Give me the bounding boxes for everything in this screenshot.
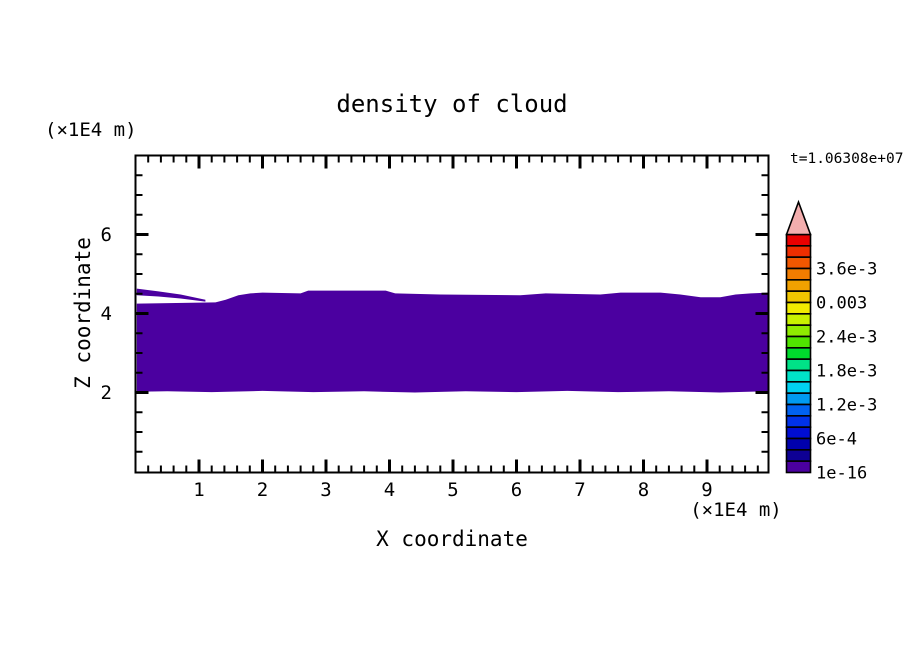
plot-frame (134, 154, 770, 474)
x-axis-tick-label: 1 (193, 479, 204, 501)
x-axis-tick-labels: 1 2 3 4 5 6 7 8 9 (193, 479, 712, 501)
colorbar-arrow-icon (785, 199, 812, 236)
colorbar-segment (785, 403, 812, 417)
x-axis-tick-label: 3 (320, 479, 331, 501)
colorbar-tick-label: 1.2e-3 (816, 396, 877, 416)
colorbar-segment (785, 381, 812, 394)
colorbar-tick-label: 3.6e-3 (816, 260, 877, 280)
colorbar-tick-label: 2.4e-3 (816, 328, 877, 348)
x-axis-tick-label: 4 (384, 479, 395, 501)
colorbar-segment (785, 460, 812, 474)
z-axis-tick-label: 2 (101, 382, 112, 404)
z-axis-tick-label: 4 (101, 303, 112, 325)
x-axis-tick-label: 8 (638, 479, 649, 501)
x-axis-tick-label: 2 (257, 479, 268, 501)
density-band-sliver (136, 288, 206, 302)
x-axis-ticks (147, 156, 759, 472)
z-axis-label: Z coordinate (71, 237, 95, 389)
density-band-region (136, 290, 769, 393)
colorbar-tick-label: 1.8e-3 (816, 362, 877, 382)
time-annotation: t=1.06308e+07 (790, 151, 904, 167)
colorbar-segment (785, 369, 812, 383)
colorbar-segment (785, 290, 812, 304)
colorbar-segment (785, 449, 812, 462)
z-axis-unit-label: (×1E4 m) (45, 119, 137, 141)
colorbar-segment (785, 256, 812, 270)
x-axis-tick-label: 6 (511, 479, 522, 501)
colorbar-segment (785, 301, 812, 315)
colorbar-segment (785, 392, 812, 406)
x-axis-unit-label: (×1E4 m) (690, 499, 782, 521)
colorbar-segment (785, 313, 812, 326)
plot-title: density of cloud (336, 90, 567, 118)
colorbar-segment (785, 233, 812, 247)
z-axis-tick-label: 6 (101, 224, 112, 246)
colorbar-segment (785, 335, 812, 349)
colorbar-tick-labels: 3.6e-3 0.003 2.4e-3 1.8e-3 1.2e-3 6e-4 1e-16 (816, 260, 877, 484)
colorbar-tick-label: 0.003 (816, 294, 867, 314)
x-axis-label: X coordinate (376, 527, 528, 551)
colorbar-segment (785, 267, 812, 281)
colorbar-segment (785, 358, 812, 372)
x-axis-tick-label: 7 (574, 479, 585, 501)
x-axis-tick-label: 9 (701, 479, 712, 501)
x-axis-tick-label: 5 (447, 479, 458, 501)
colorbar-segment (785, 347, 812, 360)
colorbar-tick-label: 6e-4 (816, 430, 857, 450)
colorbar-tick-label: 1e-16 (816, 464, 867, 484)
colorbar (785, 233, 812, 474)
z-axis-ticks (136, 174, 768, 453)
colorbar-segment (785, 426, 812, 440)
colorbar-segment (785, 245, 812, 258)
z-axis-tick-labels: 2 4 6 (101, 224, 112, 404)
colorbar-segment (785, 437, 812, 451)
colorbar-segment (785, 279, 812, 292)
colorbar-segment (785, 415, 812, 428)
colorbar-segment (785, 324, 812, 338)
